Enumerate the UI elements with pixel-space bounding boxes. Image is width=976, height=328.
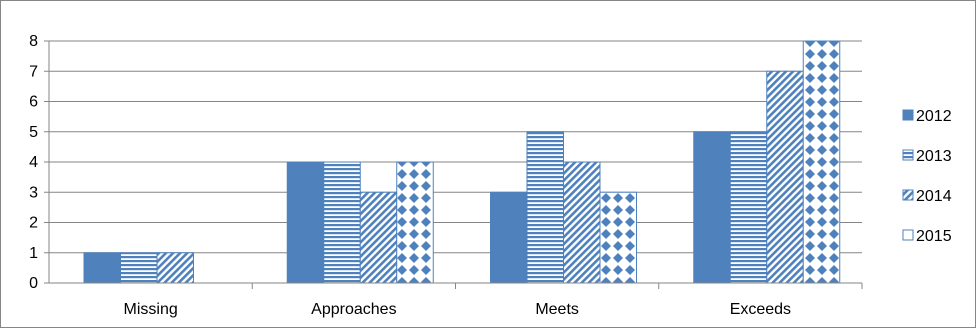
bar-2013-approaches — [323, 161, 361, 284]
x-category-label: Approaches — [311, 301, 396, 318]
legend-label: 2014 — [916, 188, 952, 205]
bar-2013-meets — [526, 131, 564, 284]
legend-swatch-2015 — [902, 229, 914, 241]
y-tick-label: 2 — [29, 215, 38, 232]
bar-2012-meets — [490, 191, 528, 284]
y-tick-label: 6 — [29, 94, 38, 111]
bar-2012-approaches — [286, 161, 325, 284]
bar-2014-approaches — [359, 191, 398, 284]
x-category-label: Meets — [535, 301, 579, 318]
legend-label: 2013 — [916, 148, 952, 165]
bar-2014-meets — [563, 161, 601, 284]
legend: 2012 2013 2014 2015 — [902, 108, 952, 245]
y-tick-label: 1 — [29, 245, 38, 262]
y-tick-label: 8 — [29, 33, 38, 50]
y-tick-label: 0 — [29, 275, 38, 292]
x-category-label: Exceeds — [730, 301, 791, 318]
bar-2014-exceeds — [766, 70, 804, 284]
bar-2015-approaches — [396, 161, 434, 284]
y-tick-label: 3 — [29, 184, 38, 201]
bars — [83, 40, 841, 284]
legend-label: 2015 — [916, 228, 952, 245]
bar-2012-exceeds — [693, 131, 731, 284]
bar-2014-missing — [156, 252, 194, 284]
y-tick-label: 5 — [29, 124, 38, 141]
bar-2013-exceeds — [729, 131, 768, 284]
bar-2013-missing — [120, 252, 158, 284]
legend-swatch-2013 — [902, 149, 914, 161]
bar-2015-meets — [599, 191, 637, 284]
y-tick-label: 4 — [29, 154, 38, 171]
x-category-label: Missing — [124, 301, 178, 318]
legend-swatch-2014 — [902, 189, 914, 201]
bar-2012-missing — [83, 252, 121, 284]
axes: 0 1 2 3 4 5 6 7 8 Missing Approaches Meets Exceeds — [29, 33, 863, 318]
legend-label: 2012 — [916, 108, 952, 125]
bar-2015-exceeds — [802, 40, 841, 284]
y-tick-label: 7 — [29, 63, 38, 80]
legend-swatch-2012 — [902, 109, 914, 121]
